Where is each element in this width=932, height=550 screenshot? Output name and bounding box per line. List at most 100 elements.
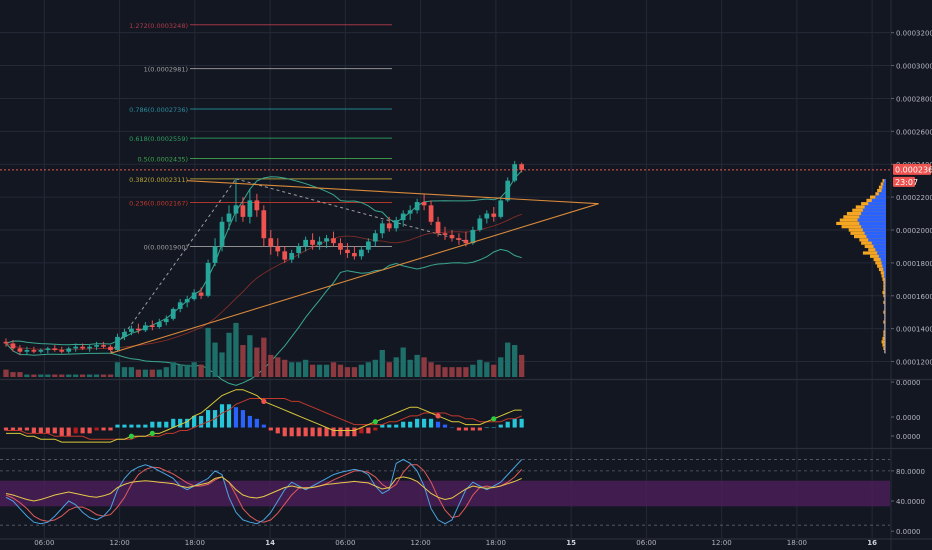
volume-profile-buy-bar — [885, 307, 886, 311]
macd-histogram-bar — [387, 424, 392, 428]
candle-body — [352, 253, 357, 257]
candle-body — [296, 246, 302, 254]
stoch-tick-label: 0.0000 — [896, 528, 921, 536]
volume-profile-buy-bar — [885, 327, 886, 331]
candle-body — [338, 243, 343, 250]
volume-bar — [316, 364, 323, 377]
macd-histogram-bar — [401, 421, 406, 428]
stoch-rsi-band — [0, 480, 890, 507]
candlesticks[interactable] — [3, 160, 525, 355]
volume-profile-buy-bar — [864, 205, 886, 209]
volume-bar — [177, 364, 183, 377]
fibonacci-level-label: 0.5(0.0002435) — [137, 155, 188, 163]
fibonacci-levels[interactable]: 1.272(0.0003248) 1(0.0002981) 0.786(0.0002… — [110, 22, 467, 354]
volume-bar — [80, 374, 86, 377]
price-tick-label: 0.0002600 — [896, 128, 932, 136]
volume-profile-sell-bar — [883, 346, 886, 350]
volume-bar — [73, 374, 79, 377]
volume-bars — [3, 322, 525, 377]
volume-bar — [344, 367, 351, 377]
time-tick-label: 06:00 — [34, 539, 54, 547]
candle-body — [66, 348, 72, 352]
time-tick-label: 18:00 — [787, 539, 807, 547]
candle-body — [177, 302, 183, 309]
volume-profile-buy-bar — [857, 218, 886, 222]
macd-histogram-bar — [303, 427, 308, 437]
volume-profile-buy-bar — [864, 231, 886, 235]
macd-signal-line — [6, 398, 522, 440]
volume-profile-buy-bar — [885, 336, 886, 341]
volume-profile-buy-bar — [881, 188, 886, 193]
candle-body — [163, 318, 169, 323]
volume-profile-sell-bar — [883, 320, 886, 324]
macd-histogram-bar — [157, 421, 162, 428]
volume-bar — [372, 359, 378, 377]
candle-body — [198, 292, 204, 296]
fibonacci-level-label: 0(0.0001900) — [144, 243, 188, 251]
macd-histogram-bar — [45, 427, 50, 434]
volume-profile-buy-bar — [885, 287, 886, 291]
stochastic-rsi-panel[interactable]: 80.0000 40.0000 0.0000 — [0, 458, 925, 537]
macd-panel[interactable]: 0.0000 0.0000 0.0000 — [3, 379, 921, 443]
volume-profile-buy-bar — [875, 195, 886, 199]
candle-body — [414, 202, 420, 211]
volume-bar — [107, 374, 114, 377]
volume-profile-sell-bar — [883, 284, 886, 288]
volume-bar — [59, 374, 65, 377]
volume-profile-sell-bar — [883, 281, 886, 285]
candle-body — [212, 246, 218, 263]
volume-profile-buy-bar — [885, 310, 886, 314]
candle-body — [240, 205, 246, 217]
volume-bar — [309, 364, 316, 377]
macd-histogram-bar — [10, 427, 16, 431]
volume-bar — [205, 327, 211, 377]
volume-profile-buy-bar — [884, 179, 886, 183]
macd-histogram-bar — [129, 424, 134, 428]
candle-body — [359, 249, 364, 257]
time-tick-label: 14 — [265, 539, 275, 547]
volume-bar — [121, 367, 128, 377]
volume-profile-buy-bar — [885, 320, 886, 324]
volume-bar — [393, 357, 399, 377]
macd-histogram-bar — [261, 424, 266, 428]
volume-bar — [198, 364, 204, 377]
macd-histogram-bar — [456, 427, 462, 431]
trendlines[interactable] — [110, 180, 599, 354]
volume-bar — [498, 357, 504, 377]
macd-histogram-bar — [31, 427, 36, 434]
fibonacci-level-label: 1(0.0002981) — [144, 66, 188, 74]
candle-body — [303, 239, 309, 247]
volume-profile-sell-bar — [883, 310, 886, 314]
macd-histogram-bar — [185, 418, 190, 428]
volume-bar — [184, 364, 190, 377]
fibonacci-swing-line — [235, 178, 467, 242]
volume-profile-buy-bar — [885, 350, 886, 354]
macd-histogram-bar — [233, 407, 239, 428]
macd-histogram-bar — [80, 427, 85, 434]
volume-profile-buy-bar — [859, 221, 886, 226]
volume-profile-sell-bar — [882, 290, 886, 295]
volume-bar — [212, 342, 218, 377]
macd-crossover-dot — [435, 413, 441, 419]
candle-body — [317, 241, 322, 245]
macd-histogram-bar — [484, 427, 489, 429]
macd-histogram-bar — [171, 418, 176, 428]
fibonacci-level-label: 0.236(0.0002167) — [129, 200, 188, 208]
macd-histogram-bar — [380, 424, 385, 428]
volume-bar — [226, 332, 232, 377]
volume-bar — [17, 372, 23, 377]
macd-histogram-bar — [52, 427, 57, 434]
volume-profile-buy-bar — [885, 313, 886, 318]
macd-histogram-bar — [3, 427, 9, 431]
candle-body — [45, 348, 51, 351]
volume-profile-buy-bar — [885, 340, 886, 344]
candle-body — [17, 348, 23, 352]
volume-profile-sell-bar — [881, 340, 886, 344]
candle-body — [87, 346, 92, 349]
volume-bar — [254, 347, 260, 377]
time-axis[interactable]: 06:00 12:00 18:00 14 06:00 12:00 18:00 15 06:00 1… — [34, 539, 877, 547]
volume-profile-sell-bar — [883, 300, 886, 304]
